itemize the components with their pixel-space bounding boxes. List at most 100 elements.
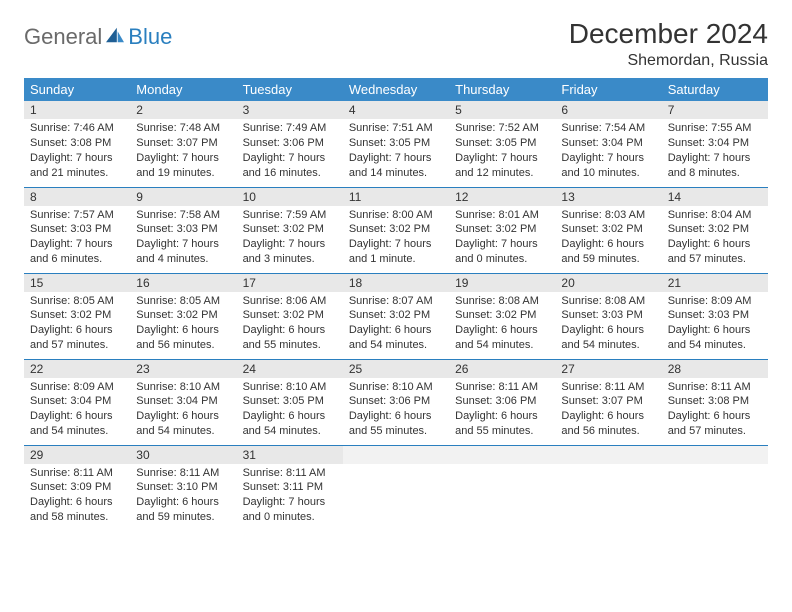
brand-logo: General Blue [24, 18, 172, 50]
sunrise-text: Sunrise: 7:51 AM [349, 121, 443, 136]
calendar-day-cell: 22Sunrise: 8:09 AMSunset: 3:04 PMDayligh… [24, 359, 130, 445]
weekday-header: Monday [130, 78, 236, 101]
calendar-day-cell [555, 445, 661, 531]
calendar-day-cell: 9Sunrise: 7:58 AMSunset: 3:03 PMDaylight… [130, 187, 236, 273]
sunset-text: Sunset: 3:02 PM [349, 222, 443, 237]
calendar-day-cell: 30Sunrise: 8:11 AMSunset: 3:10 PMDayligh… [130, 445, 236, 531]
daylight-text: Daylight: 6 hours and 54 minutes. [136, 409, 230, 439]
daylight-text: Daylight: 6 hours and 57 minutes. [30, 323, 124, 353]
calendar-day-cell: 7Sunrise: 7:55 AMSunset: 3:04 PMDaylight… [662, 101, 768, 187]
day-number: 18 [343, 274, 449, 292]
calendar-day-cell: 16Sunrise: 8:05 AMSunset: 3:02 PMDayligh… [130, 273, 236, 359]
sunset-text: Sunset: 3:05 PM [455, 136, 549, 151]
day-data: Sunrise: 8:03 AMSunset: 3:02 PMDaylight:… [555, 206, 661, 271]
day-data: Sunrise: 8:11 AMSunset: 3:07 PMDaylight:… [555, 378, 661, 443]
sunrise-text: Sunrise: 8:11 AM [30, 466, 124, 481]
calendar-day-cell: 31Sunrise: 8:11 AMSunset: 3:11 PMDayligh… [237, 445, 343, 531]
weekday-header: Thursday [449, 78, 555, 101]
sunset-text: Sunset: 3:04 PM [30, 394, 124, 409]
calendar-header-row: SundayMondayTuesdayWednesdayThursdayFrid… [24, 78, 768, 101]
calendar-table: SundayMondayTuesdayWednesdayThursdayFrid… [24, 78, 768, 531]
brand-sail-icon [104, 26, 126, 49]
calendar-week-row: 1Sunrise: 7:46 AMSunset: 3:08 PMDaylight… [24, 101, 768, 187]
calendar-day-cell: 15Sunrise: 8:05 AMSunset: 3:02 PMDayligh… [24, 273, 130, 359]
day-data: Sunrise: 8:10 AMSunset: 3:05 PMDaylight:… [237, 378, 343, 443]
day-data: Sunrise: 7:57 AMSunset: 3:03 PMDaylight:… [24, 206, 130, 271]
daylight-text: Daylight: 7 hours and 4 minutes. [136, 237, 230, 267]
weekday-header: Tuesday [237, 78, 343, 101]
sunset-text: Sunset: 3:04 PM [668, 136, 762, 151]
daylight-text: Daylight: 7 hours and 0 minutes. [455, 237, 549, 267]
daylight-text: Daylight: 6 hours and 54 minutes. [30, 409, 124, 439]
day-data: Sunrise: 8:08 AMSunset: 3:03 PMDaylight:… [555, 292, 661, 357]
calendar-day-cell: 1Sunrise: 7:46 AMSunset: 3:08 PMDaylight… [24, 101, 130, 187]
daylight-text: Daylight: 6 hours and 59 minutes. [136, 495, 230, 525]
sunset-text: Sunset: 3:02 PM [30, 308, 124, 323]
day-data: Sunrise: 8:04 AMSunset: 3:02 PMDaylight:… [662, 206, 768, 271]
day-data: Sunrise: 7:49 AMSunset: 3:06 PMDaylight:… [237, 119, 343, 184]
weekday-header: Friday [555, 78, 661, 101]
sunset-text: Sunset: 3:02 PM [136, 308, 230, 323]
weekday-header: Wednesday [343, 78, 449, 101]
sunrise-text: Sunrise: 8:11 AM [455, 380, 549, 395]
day-number: 11 [343, 188, 449, 206]
sunset-text: Sunset: 3:05 PM [349, 136, 443, 151]
sunrise-text: Sunrise: 7:52 AM [455, 121, 549, 136]
weekday-header: Sunday [24, 78, 130, 101]
daylight-text: Daylight: 6 hours and 55 minutes. [349, 409, 443, 439]
day-number: 23 [130, 360, 236, 378]
calendar-day-cell: 11Sunrise: 8:00 AMSunset: 3:02 PMDayligh… [343, 187, 449, 273]
sunset-text: Sunset: 3:11 PM [243, 480, 337, 495]
day-number: 5 [449, 101, 555, 119]
daylight-text: Daylight: 6 hours and 57 minutes. [668, 409, 762, 439]
day-number: 24 [237, 360, 343, 378]
daylight-text: Daylight: 6 hours and 54 minutes. [561, 323, 655, 353]
day-data: Sunrise: 8:11 AMSunset: 3:06 PMDaylight:… [449, 378, 555, 443]
day-number: 14 [662, 188, 768, 206]
sunset-text: Sunset: 3:02 PM [668, 222, 762, 237]
calendar-day-cell: 12Sunrise: 8:01 AMSunset: 3:02 PMDayligh… [449, 187, 555, 273]
sunset-text: Sunset: 3:03 PM [561, 308, 655, 323]
sunset-text: Sunset: 3:05 PM [243, 394, 337, 409]
day-number: 16 [130, 274, 236, 292]
day-data: Sunrise: 7:55 AMSunset: 3:04 PMDaylight:… [662, 119, 768, 184]
daylight-text: Daylight: 7 hours and 10 minutes. [561, 151, 655, 181]
sunrise-text: Sunrise: 7:54 AM [561, 121, 655, 136]
sunrise-text: Sunrise: 8:01 AM [455, 208, 549, 223]
daylight-text: Daylight: 7 hours and 19 minutes. [136, 151, 230, 181]
day-number: 6 [555, 101, 661, 119]
sunrise-text: Sunrise: 7:55 AM [668, 121, 762, 136]
day-number: 17 [237, 274, 343, 292]
daylight-text: Daylight: 6 hours and 59 minutes. [561, 237, 655, 267]
sunrise-text: Sunrise: 7:49 AM [243, 121, 337, 136]
day-number: 10 [237, 188, 343, 206]
day-number: 3 [237, 101, 343, 119]
day-data: Sunrise: 8:05 AMSunset: 3:02 PMDaylight:… [24, 292, 130, 357]
daylight-text: Daylight: 7 hours and 0 minutes. [243, 495, 337, 525]
calendar-day-cell: 8Sunrise: 7:57 AMSunset: 3:03 PMDaylight… [24, 187, 130, 273]
day-data [555, 464, 661, 514]
sunset-text: Sunset: 3:02 PM [455, 222, 549, 237]
sunset-text: Sunset: 3:03 PM [668, 308, 762, 323]
day-number: 2 [130, 101, 236, 119]
sunrise-text: Sunrise: 7:58 AM [136, 208, 230, 223]
title-block: December 2024 Shemordan, Russia [569, 18, 768, 70]
day-number: 13 [555, 188, 661, 206]
calendar-day-cell: 23Sunrise: 8:10 AMSunset: 3:04 PMDayligh… [130, 359, 236, 445]
sunrise-text: Sunrise: 8:09 AM [30, 380, 124, 395]
sunrise-text: Sunrise: 8:08 AM [455, 294, 549, 309]
calendar-day-cell: 24Sunrise: 8:10 AMSunset: 3:05 PMDayligh… [237, 359, 343, 445]
calendar-day-cell: 10Sunrise: 7:59 AMSunset: 3:02 PMDayligh… [237, 187, 343, 273]
calendar-day-cell: 2Sunrise: 7:48 AMSunset: 3:07 PMDaylight… [130, 101, 236, 187]
calendar-day-cell: 13Sunrise: 8:03 AMSunset: 3:02 PMDayligh… [555, 187, 661, 273]
day-data: Sunrise: 7:52 AMSunset: 3:05 PMDaylight:… [449, 119, 555, 184]
calendar-day-cell [662, 445, 768, 531]
calendar-week-row: 29Sunrise: 8:11 AMSunset: 3:09 PMDayligh… [24, 445, 768, 531]
calendar-day-cell: 21Sunrise: 8:09 AMSunset: 3:03 PMDayligh… [662, 273, 768, 359]
sunrise-text: Sunrise: 8:11 AM [243, 466, 337, 481]
daylight-text: Daylight: 6 hours and 54 minutes. [668, 323, 762, 353]
day-data: Sunrise: 7:51 AMSunset: 3:05 PMDaylight:… [343, 119, 449, 184]
day-data: Sunrise: 7:48 AMSunset: 3:07 PMDaylight:… [130, 119, 236, 184]
day-data [662, 464, 768, 514]
calendar-day-cell: 4Sunrise: 7:51 AMSunset: 3:05 PMDaylight… [343, 101, 449, 187]
